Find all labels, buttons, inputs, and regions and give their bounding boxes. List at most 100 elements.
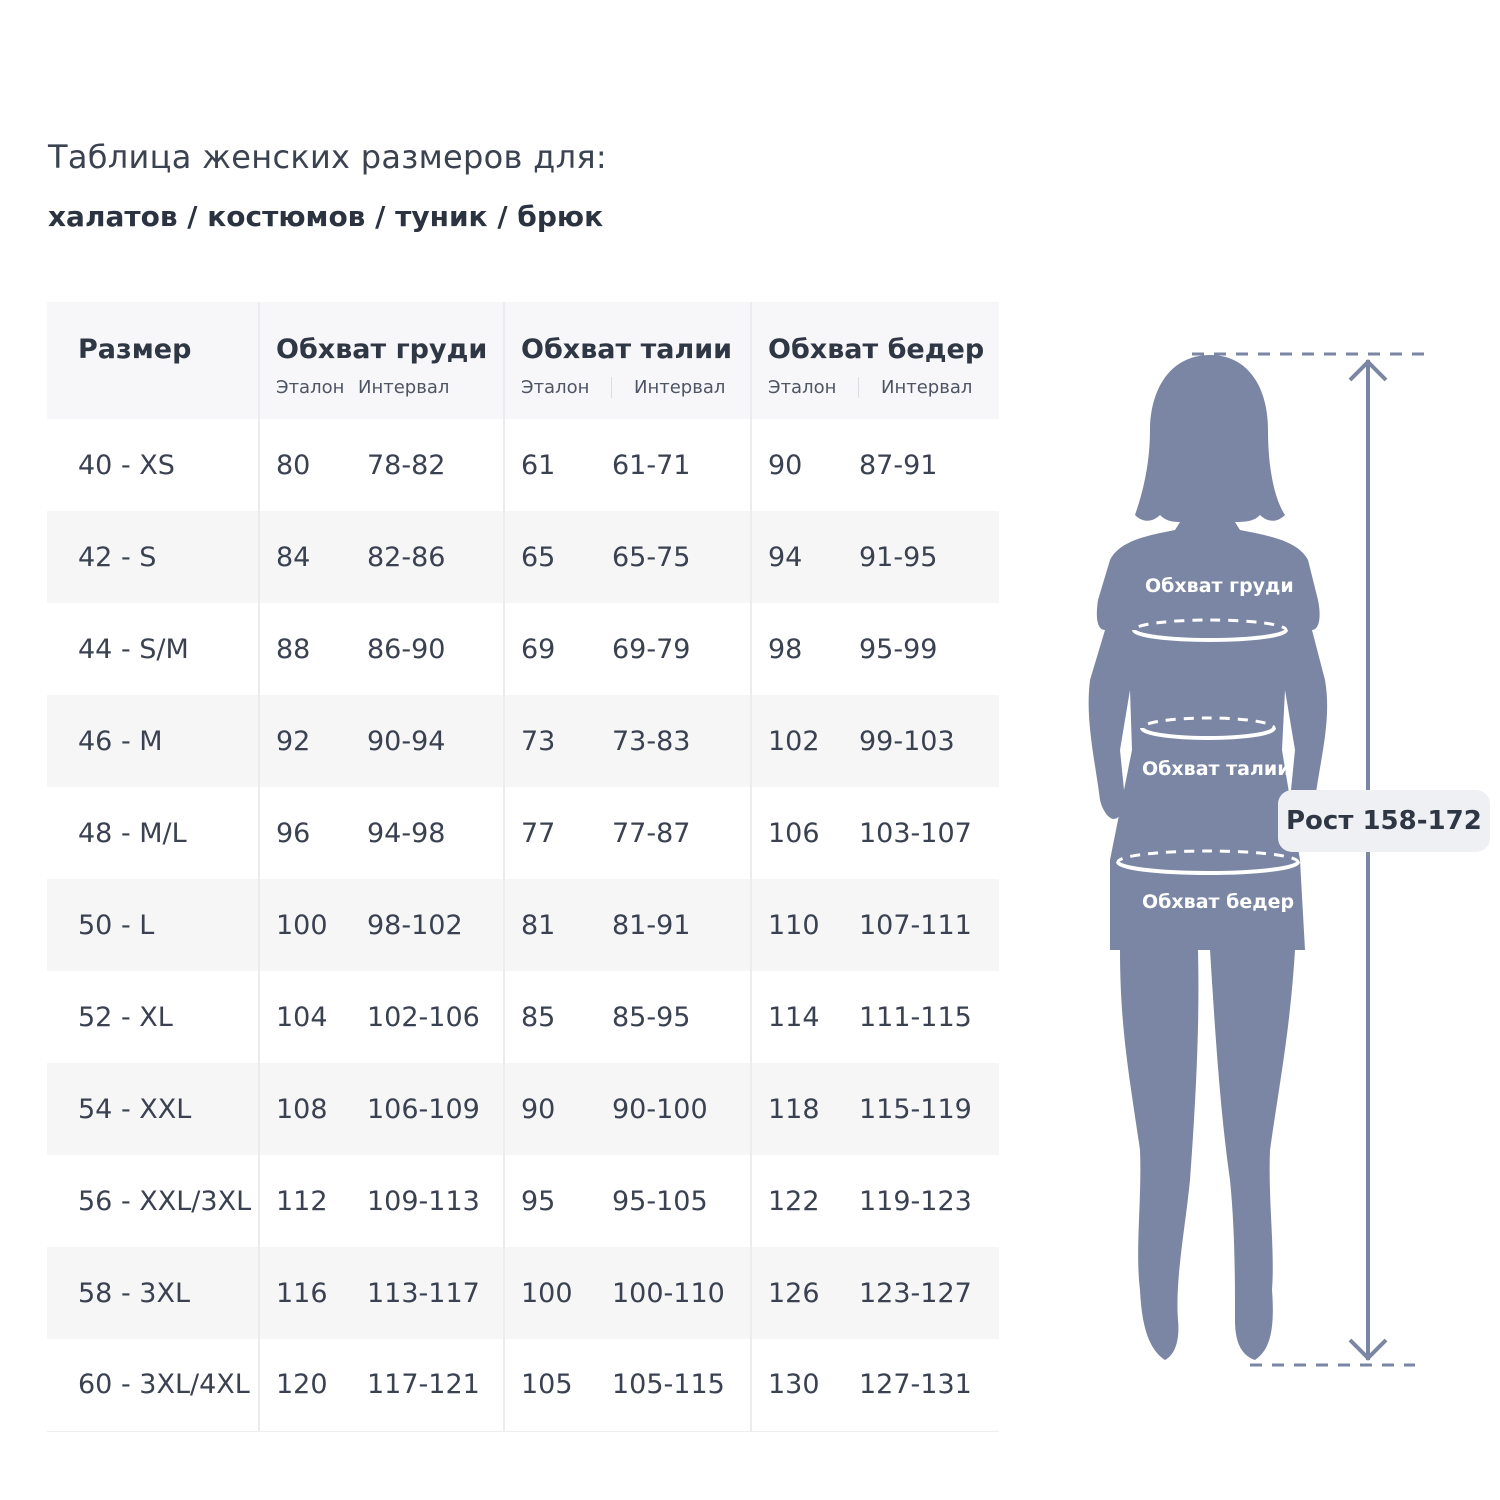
header-size: Размер: [47, 302, 259, 419]
size-cell: 46 - M: [78, 725, 163, 757]
standard-value: 102: [768, 725, 820, 757]
table-row: 56 - XXL/3XL 112 109-113 95 95-105 122 119-123: [47, 1155, 999, 1247]
standard-value: 116: [276, 1277, 328, 1309]
standard-value: 105: [521, 1369, 573, 1401]
size-table: Размер Обхват груди Эталон Интервал Обхват…: [47, 302, 999, 1432]
interval-value: 81-91: [612, 909, 691, 941]
interval-value: 123-127: [859, 1277, 972, 1309]
measure-cell: 104 102-106: [258, 971, 504, 1063]
table-header-row: Размер Обхват груди Эталон Интервал Обхват…: [47, 302, 999, 419]
measure-cell: 98 95-99: [750, 603, 999, 695]
size-cell: 48 - M/L: [78, 817, 187, 849]
measure-cell: 105 105-115: [503, 1339, 751, 1431]
measure-cell: 73 73-83: [503, 695, 751, 787]
standard-value: 80: [276, 449, 311, 481]
table-row: 54 - XXL 108 106-109 90 90-100 118 115-119: [47, 1063, 999, 1155]
measure-cell: 81 81-91: [503, 879, 751, 971]
arrow-up-icon: [1348, 359, 1388, 382]
interval-value: 111-115: [859, 1001, 972, 1033]
measure-cell: 96 94-98: [258, 787, 504, 879]
interval-value: 107-111: [859, 909, 972, 941]
interval-value: 77-87: [612, 817, 691, 849]
measure-cell: 126 123-127: [750, 1247, 999, 1339]
standard-value: 88: [276, 633, 311, 665]
header-label: Обхват талии: [521, 333, 733, 365]
interval-value: 73-83: [612, 725, 691, 757]
subheader-standard: Эталон: [276, 376, 345, 398]
table-row: 58 - 3XL 116 113-117 100 100-110 126 123-127: [47, 1247, 999, 1339]
measure-cell: 90 87-91: [750, 419, 999, 511]
arrow-down-icon: [1348, 1338, 1388, 1361]
measure-cell: 130 127-131: [750, 1339, 999, 1431]
measure-cell: 106 103-107: [750, 787, 999, 879]
measure-cell: 90 90-100: [503, 1063, 751, 1155]
interval-value: 106-109: [367, 1093, 480, 1125]
measure-cell: 92 90-94: [258, 695, 504, 787]
interval-value: 102-106: [367, 1001, 480, 1033]
standard-value: 61: [521, 449, 556, 481]
page-title: Таблица женских размеров для:: [48, 138, 607, 176]
interval-value: 94-98: [367, 817, 446, 849]
size-cell: 60 - 3XL/4XL: [78, 1369, 250, 1401]
measure-cell: 84 82-86: [258, 511, 504, 603]
standard-value: 81: [521, 909, 556, 941]
measure-cell: 85 85-95: [503, 971, 751, 1063]
measure-cell: 100 100-110: [503, 1247, 751, 1339]
measure-cell: 120 117-121: [258, 1339, 504, 1431]
interval-value: 95-105: [612, 1185, 708, 1217]
interval-value: 127-131: [859, 1369, 972, 1401]
interval-value: 69-79: [612, 633, 691, 665]
header-label: Обхват груди: [276, 333, 488, 365]
measure-cell: 95 95-105: [503, 1155, 751, 1247]
interval-value: 90-100: [612, 1093, 708, 1125]
height-label: Рост 158-172: [1278, 790, 1490, 852]
measure-cell: 80 78-82: [258, 419, 504, 511]
interval-value: 90-94: [367, 725, 446, 757]
interval-value: 113-117: [367, 1277, 480, 1309]
waist-label: Обхват талии: [1142, 758, 1291, 780]
interval-value: 87-91: [859, 449, 938, 481]
standard-value: 77: [521, 817, 556, 849]
measure-cell: 108 106-109: [258, 1063, 504, 1155]
interval-value: 61-71: [612, 449, 691, 481]
standard-value: 104: [276, 1001, 328, 1033]
standard-value: 73: [521, 725, 556, 757]
standard-value: 126: [768, 1277, 820, 1309]
size-cell: 50 - L: [78, 909, 155, 941]
interval-value: 82-86: [367, 541, 446, 573]
table-row: 48 - M/L 96 94-98 77 77-87 106 103-107: [47, 787, 999, 879]
interval-value: 98-102: [367, 909, 463, 941]
hips-label: Обхват бедер: [1142, 891, 1295, 913]
measure-cell: 69 69-79: [503, 603, 751, 695]
standard-value: 120: [276, 1369, 328, 1401]
interval-value: 100-110: [612, 1277, 725, 1309]
standard-value: 114: [768, 1001, 820, 1033]
interval-value: 103-107: [859, 817, 972, 849]
interval-value: 78-82: [367, 449, 446, 481]
standard-value: 100: [521, 1277, 573, 1309]
subheader-interval: Интервал: [858, 376, 972, 398]
measure-cell: 102 99-103: [750, 695, 999, 787]
standard-value: 110: [768, 909, 820, 941]
table-row: 60 - 3XL/4XL 120 117-121 105 105-115 130 127-1…: [47, 1339, 999, 1431]
header-label: Размер: [78, 333, 192, 365]
subheader-standard: Эталон: [768, 376, 837, 398]
measure-cell: 77 77-87: [503, 787, 751, 879]
subheader-interval: Интервал: [358, 376, 450, 398]
subheader-standard: Эталон: [521, 376, 590, 398]
standard-value: 69: [521, 633, 556, 665]
standard-value: 118: [768, 1093, 820, 1125]
interval-value: 99-103: [859, 725, 955, 757]
size-cell: 58 - 3XL: [78, 1277, 190, 1309]
measure-cell: 65 65-75: [503, 511, 751, 603]
interval-value: 65-75: [612, 541, 691, 573]
standard-value: 84: [276, 541, 311, 573]
interval-value: 119-123: [859, 1185, 972, 1217]
standard-value: 85: [521, 1001, 556, 1033]
header-hips: Обхват бедер Эталон Интервал: [750, 302, 999, 419]
size-cell: 54 - XXL: [78, 1093, 192, 1125]
size-cell: 56 - XXL/3XL: [78, 1185, 252, 1217]
table-row: 52 - XL 104 102-106 85 85-95 114 111-115: [47, 971, 999, 1063]
standard-value: 112: [276, 1185, 328, 1217]
standard-value: 96: [276, 817, 311, 849]
